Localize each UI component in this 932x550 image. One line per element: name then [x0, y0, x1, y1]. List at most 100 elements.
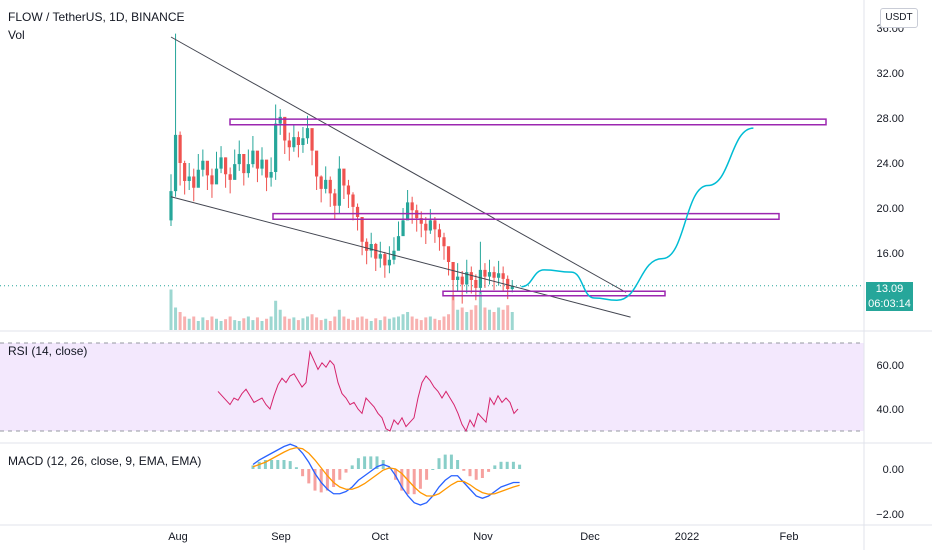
candle-body: [351, 194, 355, 207]
candle-body: [369, 244, 373, 251]
macd-histogram-bar: [270, 460, 274, 469]
volume-bar: [428, 316, 432, 330]
currency-button[interactable]: USDT: [880, 8, 918, 28]
candle-body: [406, 202, 410, 221]
volume-bar: [510, 312, 514, 330]
candle-body: [214, 168, 219, 185]
candle-body: [278, 116, 282, 124]
candle-body: [305, 128, 310, 139]
price-pane[interactable]: [0, 33, 864, 330]
price-tick-label: 20.00: [876, 203, 904, 215]
macd-histogram-bar: [499, 461, 503, 469]
candle-body: [469, 272, 473, 280]
volume-bar: [397, 316, 400, 330]
volume-bar: [215, 318, 218, 330]
volume-bar: [492, 312, 496, 330]
price-tick-label: 24.00: [876, 158, 904, 170]
candle-body: [296, 137, 300, 145]
rsi-pane[interactable]: [0, 342, 864, 433]
candle-body: [365, 241, 369, 251]
volume-bar: [274, 300, 278, 330]
volume-bar: [328, 321, 332, 330]
volume-bar: [187, 318, 191, 330]
macd-histogram-bar: [356, 458, 360, 469]
volume-bar: [406, 312, 410, 330]
volume-bar: [424, 317, 428, 330]
volume-bar: [451, 296, 455, 330]
macd-histogram-bar: [443, 454, 447, 469]
volume-bar: [233, 320, 237, 330]
candle-body: [333, 193, 337, 206]
volume-bar: [501, 309, 505, 330]
volume-bar: [169, 289, 173, 330]
candle-body: [510, 285, 514, 289]
macd-pane[interactable]: [251, 443, 522, 506]
volume-bar: [433, 318, 437, 330]
price-tick-label: 28.00: [876, 113, 904, 125]
candle-body: [328, 179, 332, 194]
macd-histogram-bar: [400, 469, 404, 491]
macd-histogram-bar: [412, 469, 416, 495]
volume-bar: [465, 312, 469, 330]
volume-bar: [488, 309, 491, 330]
rsi-tick-label: 60.00: [876, 360, 904, 372]
zone-box: [272, 212, 780, 220]
macd-histogram-bar: [282, 460, 286, 469]
candle-body: [205, 160, 209, 176]
macd-histogram-bar: [319, 469, 323, 493]
candle-body: [264, 159, 269, 178]
candle-body: [287, 140, 291, 148]
volume-bar: [469, 309, 473, 330]
candle-body: [187, 176, 191, 181]
symbol-title: FLOW / TetherUS, 1D, BINANCE: [8, 10, 185, 24]
zone-box: [442, 290, 666, 297]
candle-body: [433, 220, 437, 230]
candle-body: [283, 116, 287, 141]
macd-histogram-bar: [493, 465, 497, 469]
macd-histogram-bar: [375, 456, 379, 469]
volume-bar: [360, 316, 364, 330]
macd-histogram-bar: [257, 461, 261, 469]
volume-bar: [278, 309, 282, 330]
rsi-line: [217, 349, 519, 433]
candle-body: [201, 160, 205, 170]
macd-histogram-bar: [276, 460, 280, 469]
candle-body: [292, 137, 296, 148]
volume-bar: [265, 318, 269, 330]
macd-histogram-bar: [350, 465, 354, 469]
candle-body: [183, 163, 187, 181]
macd-histogram-bar: [294, 467, 298, 469]
volume-label: Vol: [8, 28, 25, 42]
macd-title: MACD (12, 26, close, 9, EMA, EMA): [8, 454, 202, 468]
macd-histogram-bar: [313, 469, 317, 491]
volume-bar: [447, 314, 451, 330]
candle-body: [465, 272, 469, 285]
volume-bar: [483, 307, 487, 330]
macd-histogram-bar: [394, 469, 398, 480]
volume-bar: [174, 307, 178, 330]
macd-histogram-bar: [288, 461, 292, 469]
candle-body: [251, 150, 255, 165]
volume-bar: [201, 317, 205, 330]
volume-bar: [205, 320, 209, 330]
volume-bar: [242, 318, 246, 330]
candle-body: [396, 236, 401, 251]
volume-bar: [219, 321, 223, 330]
time-tick-label: Oct: [371, 531, 388, 543]
macd-tick-label: 0.00: [883, 464, 904, 476]
volume-bar: [506, 305, 510, 330]
candle-body: [378, 254, 382, 259]
macd-histogram-bar: [338, 469, 342, 480]
zone-box: [229, 118, 827, 126]
volume-bar: [315, 317, 319, 330]
price-tick-label: 32.00: [876, 68, 904, 80]
candle-body: [501, 273, 505, 279]
candle-body: [324, 179, 328, 189]
macd-histogram-bar: [263, 460, 267, 469]
macd-histogram-bar: [518, 464, 522, 469]
time-tick-label: Sep: [271, 531, 291, 543]
macd-histogram-bar: [307, 469, 311, 484]
candle-body: [342, 168, 346, 186]
volume-bar: [369, 321, 373, 330]
candle-body: [173, 134, 178, 192]
